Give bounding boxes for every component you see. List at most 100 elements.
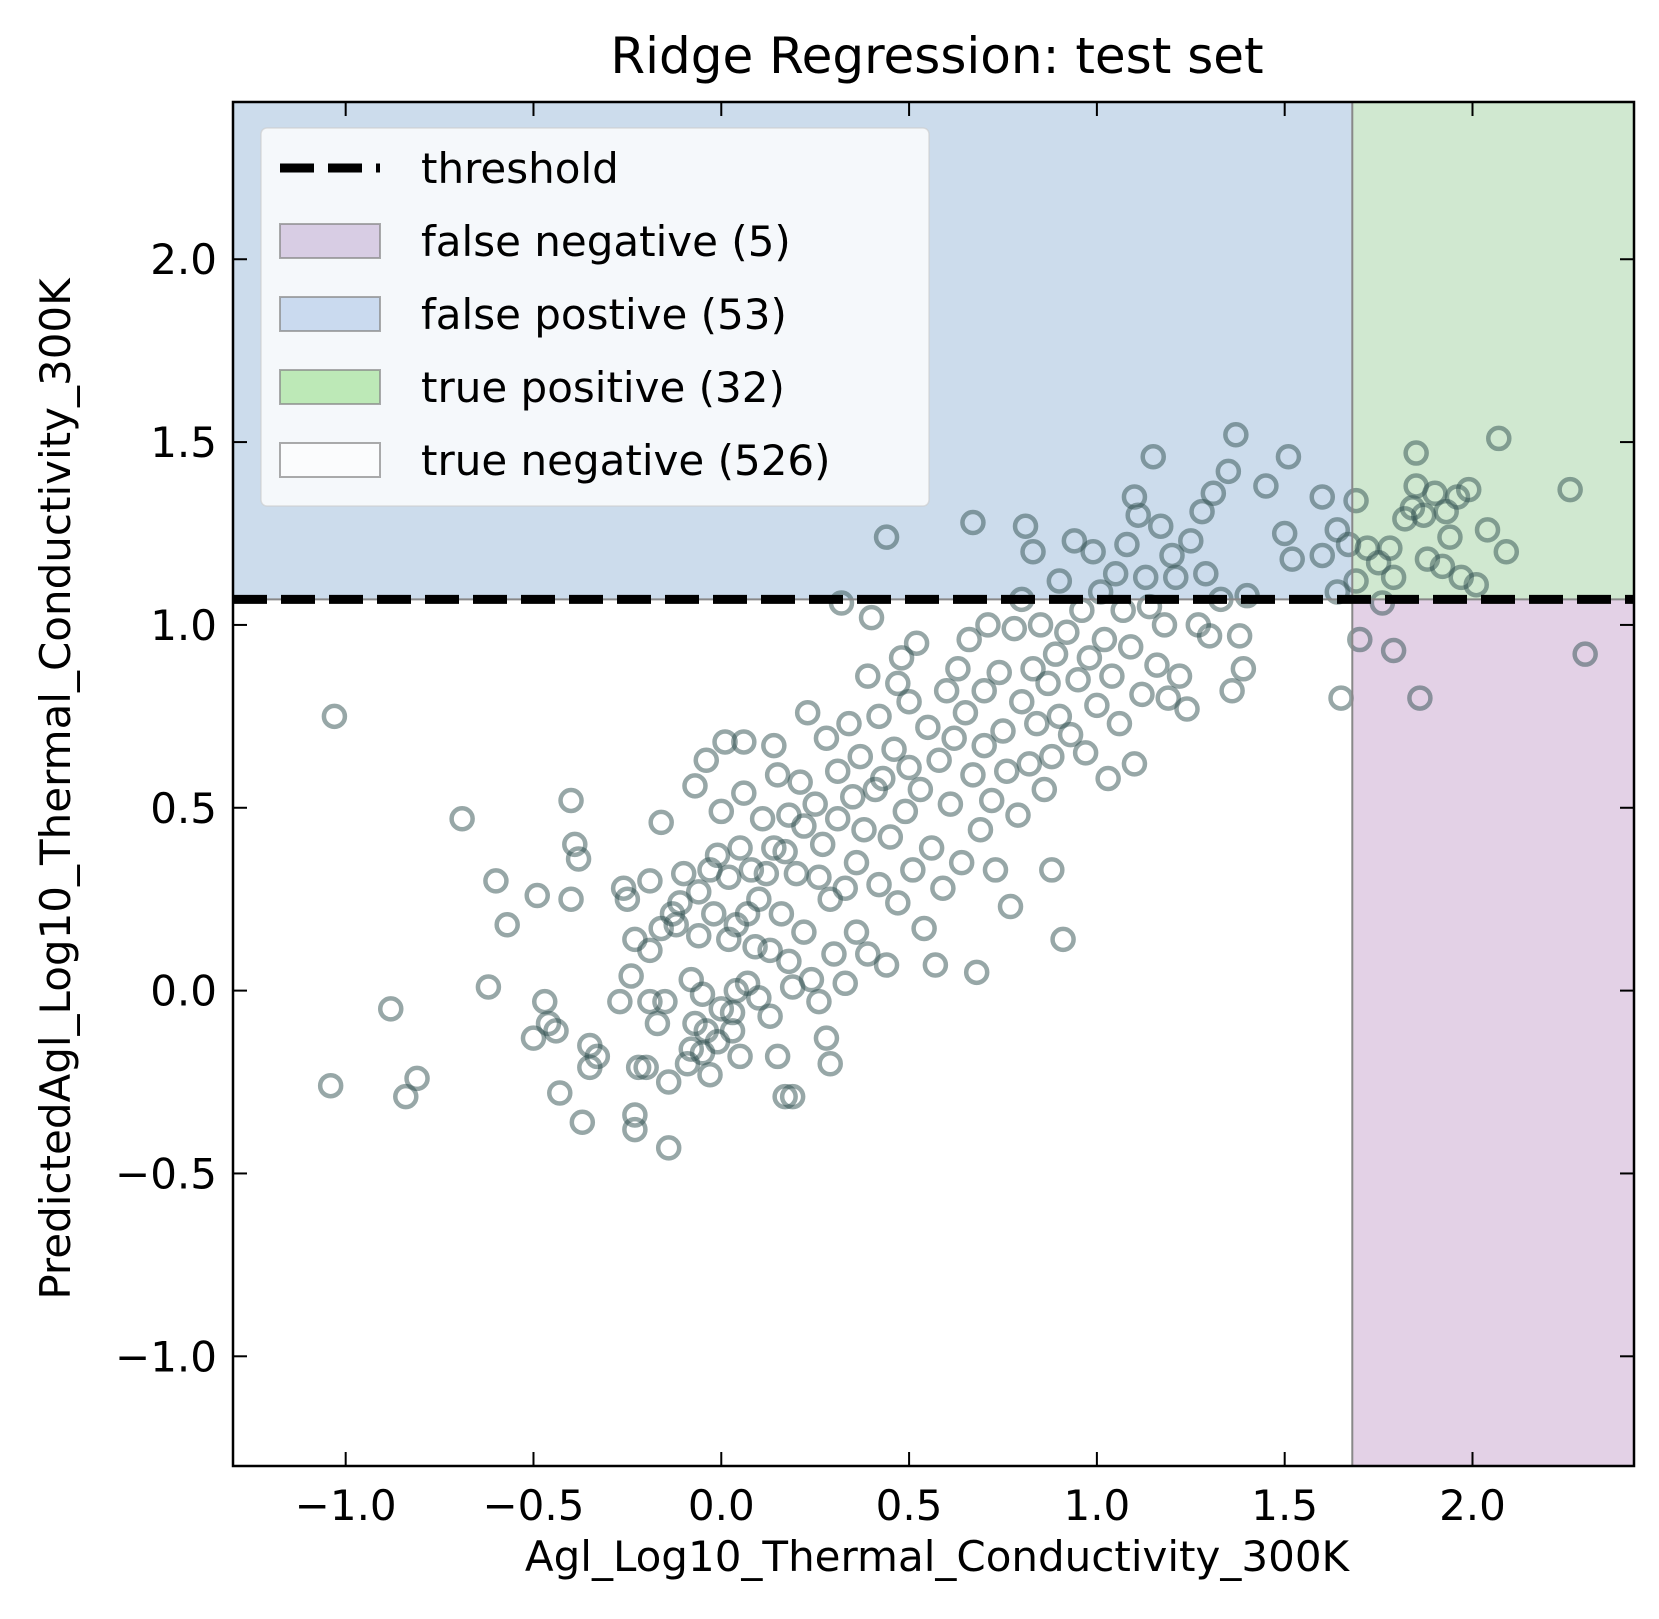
data-point xyxy=(746,985,772,1011)
data-point xyxy=(764,762,791,788)
data-point xyxy=(806,864,832,890)
data-point xyxy=(1050,926,1076,953)
data-point xyxy=(1031,776,1058,803)
data-point xyxy=(689,981,716,1008)
data-point xyxy=(824,805,851,832)
data-point xyxy=(742,933,768,960)
true-negative-region xyxy=(233,599,1353,1466)
data-point xyxy=(1117,634,1144,660)
data-point xyxy=(1193,560,1219,587)
data-point xyxy=(798,966,825,993)
data-point xyxy=(622,1116,648,1143)
data-point xyxy=(727,1043,753,1070)
data-point xyxy=(1005,802,1031,828)
data-point xyxy=(317,1072,344,1099)
data-point xyxy=(1147,513,1174,539)
data-point xyxy=(753,860,780,887)
data-point xyxy=(633,1054,659,1081)
data-point xyxy=(866,871,892,898)
data-point xyxy=(1437,524,1463,550)
data-point xyxy=(1493,539,1520,565)
data-point xyxy=(1125,502,1151,528)
data-point xyxy=(1343,568,1369,594)
data-point xyxy=(802,791,828,817)
legend-swatch xyxy=(279,442,381,478)
data-point xyxy=(1076,645,1103,671)
data-point xyxy=(1155,685,1182,711)
data-point xyxy=(607,988,633,1015)
data-point xyxy=(930,875,956,901)
data-point xyxy=(993,758,1020,784)
data-point xyxy=(824,758,851,784)
legend-label: threshold xyxy=(421,144,619,193)
y-tick-label: −1.0 xyxy=(115,1332,217,1381)
data-point xyxy=(1039,743,1065,770)
data-point xyxy=(1035,670,1061,697)
data-point xyxy=(1106,710,1133,737)
data-point xyxy=(697,1061,723,1088)
data-point xyxy=(843,849,870,876)
data-point xyxy=(1309,542,1335,569)
data-point xyxy=(1178,528,1204,554)
data-point xyxy=(832,875,858,901)
data-point xyxy=(806,988,832,1015)
data-point xyxy=(682,773,708,799)
legend-box xyxy=(260,127,930,507)
data-point xyxy=(772,838,798,865)
y-tick-label: 2.0 xyxy=(150,235,217,284)
x-axis-label: Agl_Log10_Thermal_Conductivity_300K xyxy=(525,1532,1351,1581)
y-axis-label: PredictedAgl_Log10_Thermal_Conductivity_… xyxy=(31,277,80,1300)
data-point xyxy=(997,893,1024,920)
y-tick-label: 1.0 xyxy=(150,601,217,650)
data-point xyxy=(1223,422,1249,448)
data-point xyxy=(1102,560,1129,587)
data-point xyxy=(731,729,757,755)
threshold-lines xyxy=(233,102,1634,1466)
data-point xyxy=(926,747,952,773)
data-point xyxy=(1403,440,1429,466)
data-point xyxy=(1001,615,1028,642)
x-tick-label: 1.5 xyxy=(1251,1481,1318,1530)
data-point xyxy=(941,725,967,752)
false-negative-region xyxy=(1352,599,1634,1466)
data-point xyxy=(772,1083,798,1110)
data-point xyxy=(990,718,1016,744)
data-point xyxy=(787,769,813,795)
data-point xyxy=(945,656,971,682)
data-point xyxy=(704,842,731,869)
data-point xyxy=(1215,458,1242,485)
legend-label: false negative (5) xyxy=(421,217,791,266)
data-point xyxy=(655,1135,682,1161)
data-point xyxy=(948,849,975,876)
x-tick-label: 0.5 xyxy=(876,1481,943,1530)
data-point xyxy=(524,882,550,909)
data-point xyxy=(1072,740,1099,766)
data-point xyxy=(1200,480,1227,507)
data-point xyxy=(749,805,776,832)
data-point xyxy=(404,1065,430,1092)
data-point xyxy=(873,524,900,550)
data-point xyxy=(1042,641,1069,667)
data-point xyxy=(321,703,348,730)
data-point xyxy=(1016,751,1043,777)
data-point xyxy=(1407,685,1433,711)
legend-swatch xyxy=(279,223,381,259)
data-point xyxy=(915,714,941,741)
x-tick-label: −1.0 xyxy=(295,1481,397,1530)
data-point xyxy=(776,948,802,975)
data-point xyxy=(813,1025,840,1051)
data-point xyxy=(1095,765,1121,792)
data-point xyxy=(870,765,896,792)
data-point xyxy=(569,1109,596,1136)
data-point xyxy=(547,1080,573,1106)
data-point xyxy=(761,732,787,759)
data-points xyxy=(317,422,1598,1161)
data-point xyxy=(648,809,674,836)
data-point xyxy=(1054,619,1080,645)
data-point xyxy=(779,1083,806,1110)
data-point xyxy=(1121,751,1148,777)
data-point xyxy=(832,970,858,997)
data-point xyxy=(1140,443,1166,470)
data-point xyxy=(565,846,592,872)
data-point xyxy=(764,1043,791,1070)
